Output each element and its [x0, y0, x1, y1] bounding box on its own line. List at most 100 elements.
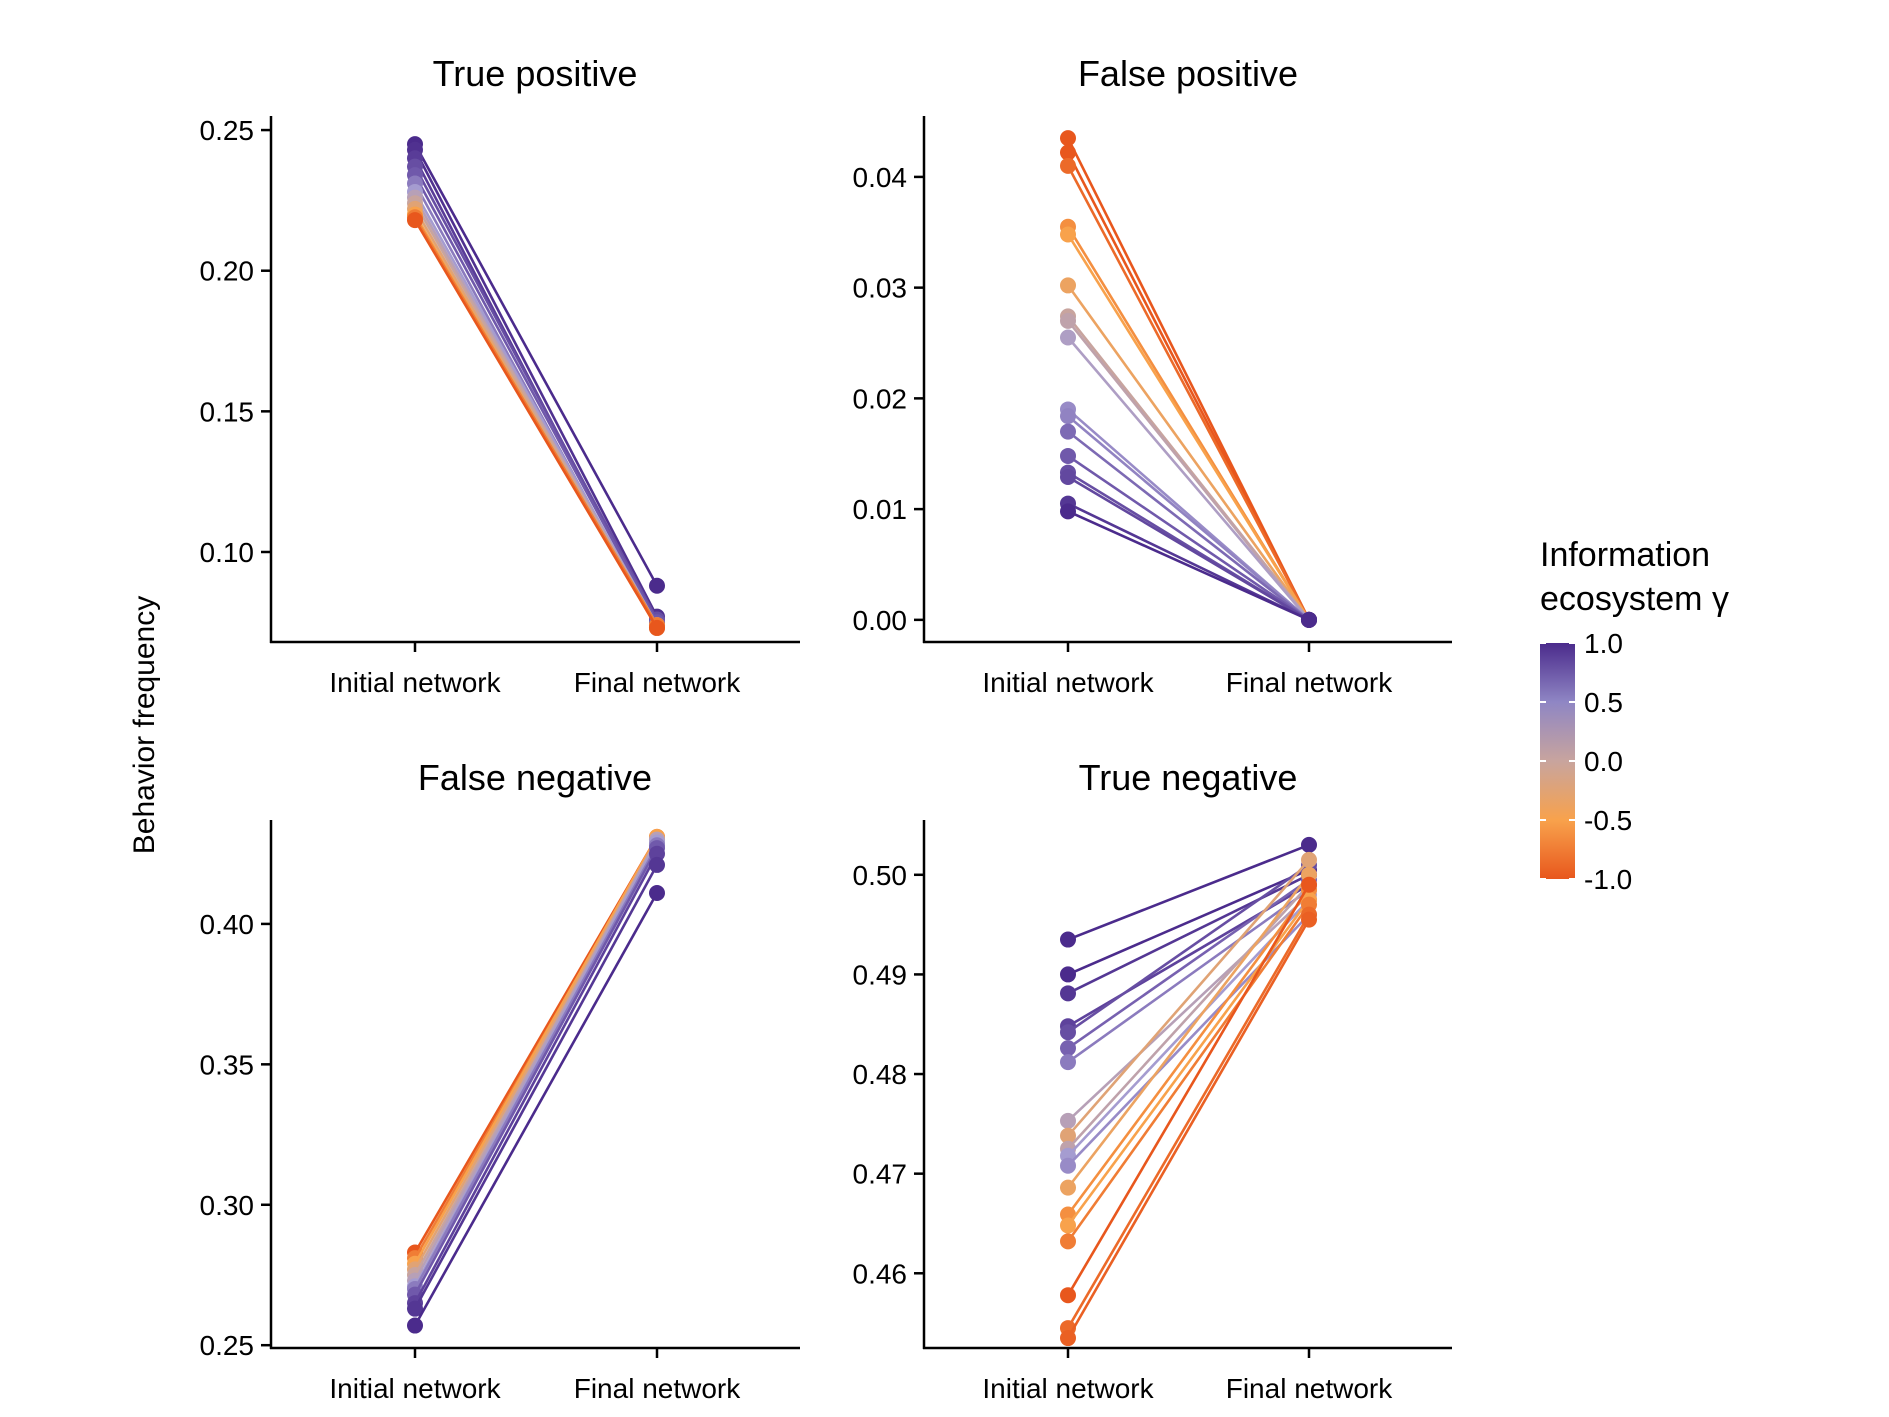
- y-tick-label: 0.20: [200, 256, 255, 287]
- series-line: [1066, 903, 1311, 1243]
- data-point-final: [1301, 851, 1317, 868]
- series-line: [1067, 888, 1310, 1064]
- series-17: [1060, 876, 1317, 1304]
- series-9: [1060, 329, 1317, 628]
- data-point-initial: [1060, 1330, 1076, 1347]
- series-line: [413, 841, 659, 1287]
- y-tick-label: 0.40: [200, 909, 255, 940]
- series-1: [1060, 836, 1317, 948]
- series-10: [407, 845, 665, 1312]
- series-line: [413, 166, 659, 621]
- panels: True positive 0.10 0.15 0.20 0.25 Initial net…: [200, 53, 1452, 1404]
- y-tick-label: 0.15: [200, 396, 255, 427]
- data-point-initial: [1060, 423, 1076, 440]
- data-point-final: [649, 845, 665, 862]
- series-13: [407, 212, 665, 636]
- data-point-initial: [1060, 1054, 1076, 1071]
- series-line: [1066, 918, 1311, 1339]
- series-line: [1066, 284, 1311, 621]
- panel-title: False positive: [1078, 53, 1298, 94]
- series-14: [1060, 464, 1317, 628]
- data-point-final: [1301, 911, 1317, 928]
- x-tick-label: Initial network: [982, 667, 1154, 698]
- series-line: [1066, 888, 1311, 1216]
- x-tick-label: Initial network: [982, 1373, 1154, 1404]
- data-point-initial: [1060, 1127, 1076, 1144]
- legend-tick-label: -1.0: [1584, 864, 1632, 895]
- series-17: [1060, 503, 1317, 628]
- y-tick-label: 0.04: [853, 162, 908, 193]
- series-13: [1060, 866, 1317, 1196]
- data-point-initial: [407, 1317, 423, 1334]
- y-tick-label: 0.02: [853, 383, 908, 414]
- y-tick-label: 0.01: [853, 494, 908, 525]
- x-tick-label: Final network: [574, 667, 742, 698]
- y-tick-label: 0.03: [853, 273, 908, 304]
- data-point-initial: [1060, 329, 1076, 346]
- series-line: [1067, 430, 1310, 621]
- data-point-initial: [1060, 931, 1076, 948]
- series-line: [1066, 233, 1311, 621]
- series-line: [1067, 336, 1310, 621]
- legend-tick-label: -0.5: [1584, 805, 1632, 836]
- series-6: [1060, 277, 1317, 628]
- y-tick-label: 0.10: [200, 537, 255, 568]
- data-point-final: [1301, 836, 1317, 853]
- series-line: [413, 853, 659, 1304]
- series-line: [1066, 873, 1311, 1189]
- data-point-final: [1301, 876, 1317, 893]
- series-2: [407, 141, 665, 625]
- series-line: [413, 839, 659, 1282]
- y-tick-label: 0.46: [853, 1258, 908, 1289]
- series-line: [1066, 165, 1311, 621]
- y-tick-label: 0.30: [200, 1190, 255, 1221]
- data-point-initial: [1060, 1179, 1076, 1196]
- series-8: [1060, 312, 1317, 628]
- legend-title-line1: Information: [1540, 536, 1710, 574]
- y-tick-label: 0.48: [853, 1059, 908, 1090]
- data-point-initial: [1060, 277, 1076, 294]
- data-point-initial: [1060, 966, 1076, 983]
- x-tick-label: Final network: [574, 1373, 742, 1404]
- series-line: [413, 847, 659, 1296]
- panel-title: False negative: [418, 757, 652, 798]
- data-point-initial: [1060, 1024, 1076, 1041]
- color-legend: Information ecosystem γ 1.0 0.5 0.0 -0.5 -1.…: [1540, 536, 1729, 895]
- y-axis-label: Behavior frequency: [128, 596, 161, 855]
- series-line: [1066, 913, 1311, 1329]
- data-point-initial: [1060, 312, 1076, 329]
- series-line: [413, 219, 659, 629]
- y-tick-label: 0.47: [853, 1159, 908, 1190]
- series-12: [407, 885, 665, 1334]
- x-tick-label: Initial network: [329, 667, 501, 698]
- y-tick-label: 0.49: [853, 959, 908, 990]
- data-point-final: [649, 619, 665, 636]
- data-point-initial: [407, 212, 423, 229]
- series-line: [1067, 843, 1310, 941]
- series-line: [1067, 454, 1310, 621]
- x-tick-label: Initial network: [329, 1373, 501, 1404]
- series-line: [1067, 510, 1310, 622]
- data-point-final: [649, 856, 665, 873]
- series-line: [1067, 913, 1310, 1167]
- panel-1: True positive 0.10 0.15 0.20 0.25 Initial net…: [200, 53, 800, 698]
- series-line: [413, 836, 659, 1265]
- legend-ticks: 1.0 0.5 0.0 -0.5 -1.0: [1540, 628, 1632, 895]
- panel-3: False negative 0.25 0.30 0.35 0.40 Initial ne…: [200, 757, 800, 1404]
- series-line: [413, 844, 659, 1290]
- y-tick-label: 0.50: [853, 860, 908, 891]
- series-line: [413, 149, 659, 618]
- data-point-initial: [1060, 447, 1076, 464]
- data-point-initial: [1060, 1233, 1076, 1250]
- panel-2: False positive 0.00 0.01 0.02 0.03 0.04 Initia…: [853, 53, 1452, 698]
- data-point-initial: [1060, 157, 1076, 174]
- data-point-initial: [1060, 130, 1076, 147]
- series-line: [413, 892, 659, 1327]
- series-line: [1067, 415, 1310, 621]
- series-1: [1060, 130, 1317, 628]
- panel-title: True negative: [1079, 757, 1298, 798]
- series-line: [1067, 868, 1310, 976]
- legend-tick-label: 0.0: [1584, 746, 1623, 777]
- panel-4: True negative 0.46 0.47 0.48 0.49 0.50 Initial…: [853, 757, 1452, 1404]
